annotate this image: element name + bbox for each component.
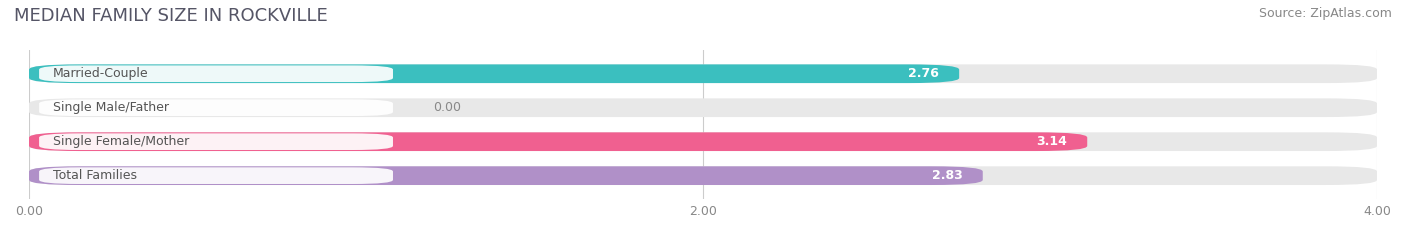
FancyBboxPatch shape (39, 99, 392, 116)
FancyBboxPatch shape (30, 64, 1376, 83)
Text: MEDIAN FAMILY SIZE IN ROCKVILLE: MEDIAN FAMILY SIZE IN ROCKVILLE (14, 7, 328, 25)
Text: 0.00: 0.00 (433, 101, 461, 114)
FancyBboxPatch shape (30, 64, 959, 83)
FancyBboxPatch shape (30, 132, 1376, 151)
Text: Total Families: Total Families (52, 169, 136, 182)
Text: Single Male/Father: Single Male/Father (52, 101, 169, 114)
FancyBboxPatch shape (30, 166, 983, 185)
FancyBboxPatch shape (30, 98, 1376, 117)
Text: 2.83: 2.83 (932, 169, 963, 182)
FancyBboxPatch shape (39, 167, 392, 184)
FancyBboxPatch shape (39, 65, 392, 82)
Text: Married-Couple: Married-Couple (52, 67, 148, 80)
Text: 3.14: 3.14 (1036, 135, 1067, 148)
Text: Single Female/Mother: Single Female/Mother (52, 135, 188, 148)
Text: Source: ZipAtlas.com: Source: ZipAtlas.com (1258, 7, 1392, 20)
FancyBboxPatch shape (30, 166, 1376, 185)
Text: 2.76: 2.76 (908, 67, 939, 80)
FancyBboxPatch shape (39, 133, 392, 150)
FancyBboxPatch shape (30, 132, 1087, 151)
